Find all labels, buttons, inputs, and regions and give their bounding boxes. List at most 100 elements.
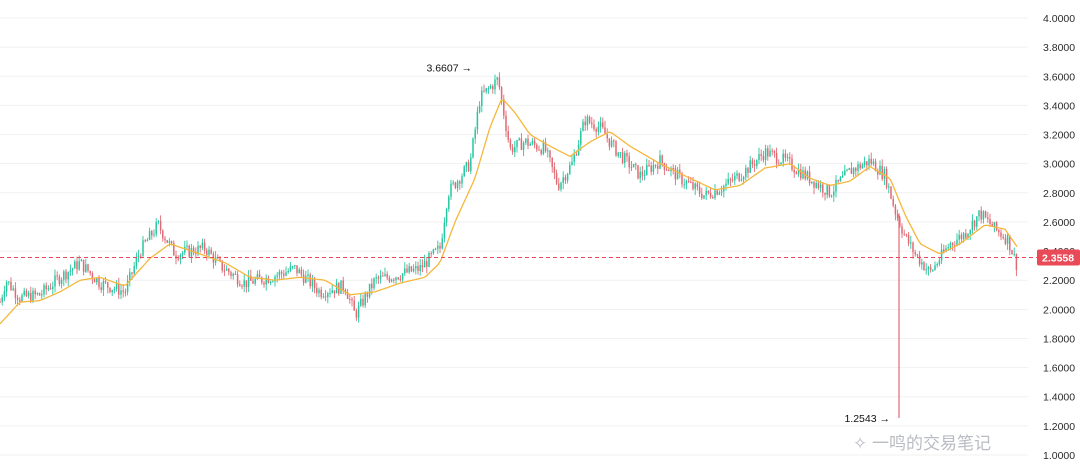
candle-body <box>965 233 967 238</box>
y-tick-label: 1.2000 <box>1043 421 1075 433</box>
high-price-label: 3.6607 → <box>426 62 472 74</box>
candle-body <box>454 182 457 188</box>
candle-body <box>170 241 173 243</box>
candle-body <box>742 177 745 180</box>
candle-body <box>384 274 386 276</box>
candle-body <box>868 158 870 166</box>
candle-body <box>49 288 52 290</box>
candle-body <box>38 293 41 296</box>
candle-body <box>676 169 679 180</box>
candle-body <box>819 184 822 189</box>
candle-body <box>725 183 727 186</box>
candle-body <box>525 138 527 143</box>
candle-body <box>564 177 567 181</box>
candle-body <box>269 281 272 284</box>
candle-body <box>800 169 802 179</box>
candle-body <box>707 190 710 193</box>
candle-body <box>344 290 347 293</box>
candle-body <box>936 264 938 266</box>
candle-body <box>223 270 226 272</box>
candle-body <box>368 283 371 297</box>
candle-body <box>573 154 575 162</box>
candle-body <box>839 177 842 182</box>
candle-body <box>674 168 677 180</box>
candle-body <box>945 248 947 252</box>
candle-body <box>828 184 831 197</box>
candle-body <box>566 173 569 181</box>
candle-body <box>837 179 839 182</box>
candle-body <box>208 249 210 256</box>
candle-body <box>188 245 190 257</box>
candle-body <box>192 247 195 254</box>
candle-body <box>879 165 881 175</box>
candle-body <box>155 222 157 235</box>
candle-body <box>232 273 234 276</box>
candle-body <box>866 161 868 166</box>
candle-body <box>628 156 630 168</box>
candle-body <box>949 243 952 248</box>
candle-body <box>813 181 815 188</box>
candle-body <box>300 269 303 275</box>
candle-body <box>109 287 111 293</box>
candle-body <box>483 90 485 92</box>
candle-body <box>179 254 182 260</box>
y-tick-label: 2.0000 <box>1043 304 1075 316</box>
candle-body <box>531 141 534 144</box>
candle-body <box>173 242 175 256</box>
candle-body <box>426 261 428 267</box>
candle-body <box>690 182 692 184</box>
candle-body <box>96 278 98 283</box>
candle-body <box>349 298 351 300</box>
candle-body <box>60 279 63 285</box>
candle-body <box>890 186 892 199</box>
candle-body <box>734 175 736 181</box>
candle-body <box>672 168 674 170</box>
candle-body <box>56 275 58 277</box>
candle-body <box>549 150 551 158</box>
candle-body <box>760 154 762 156</box>
candle-body <box>285 272 287 276</box>
candle-body <box>861 164 864 169</box>
candle-body <box>342 280 344 291</box>
candle-body <box>646 164 648 176</box>
candle-body <box>604 127 606 135</box>
candle-body <box>258 274 261 278</box>
candle-body <box>940 249 943 261</box>
candle-body <box>445 209 448 223</box>
candle-body <box>89 270 91 274</box>
y-tick-label: 1.4000 <box>1043 392 1075 404</box>
candle-body <box>256 274 259 280</box>
candle-body <box>650 165 652 172</box>
candle-body <box>749 160 751 173</box>
candle-body <box>934 265 936 270</box>
candle-body <box>331 290 333 293</box>
candle-body <box>322 296 325 298</box>
candle-body <box>558 183 560 190</box>
candle-body <box>751 160 754 165</box>
candle-body <box>784 153 787 158</box>
candle-body <box>201 242 204 248</box>
candle-body <box>835 179 837 192</box>
candle-body <box>872 161 875 164</box>
candle-body <box>817 182 820 189</box>
candle-body <box>168 241 171 243</box>
candle-body <box>362 298 364 306</box>
candle-body <box>113 288 116 290</box>
candle-body <box>305 275 307 283</box>
candle-body <box>619 152 622 154</box>
candle-body <box>45 285 47 290</box>
candle-body <box>287 270 289 273</box>
candle-body <box>916 254 919 256</box>
candle-body <box>16 297 19 300</box>
candle-body <box>417 265 419 272</box>
candle-body <box>278 271 281 276</box>
candle-body <box>148 231 151 240</box>
candle-body <box>593 124 595 130</box>
current-price-value: 2.3558 <box>1042 253 1074 265</box>
candle-body <box>881 165 883 179</box>
candle-body <box>34 290 36 295</box>
candle-body <box>962 233 965 239</box>
candle-body <box>905 234 908 236</box>
candle-body <box>250 275 252 281</box>
candle-body <box>19 299 21 302</box>
